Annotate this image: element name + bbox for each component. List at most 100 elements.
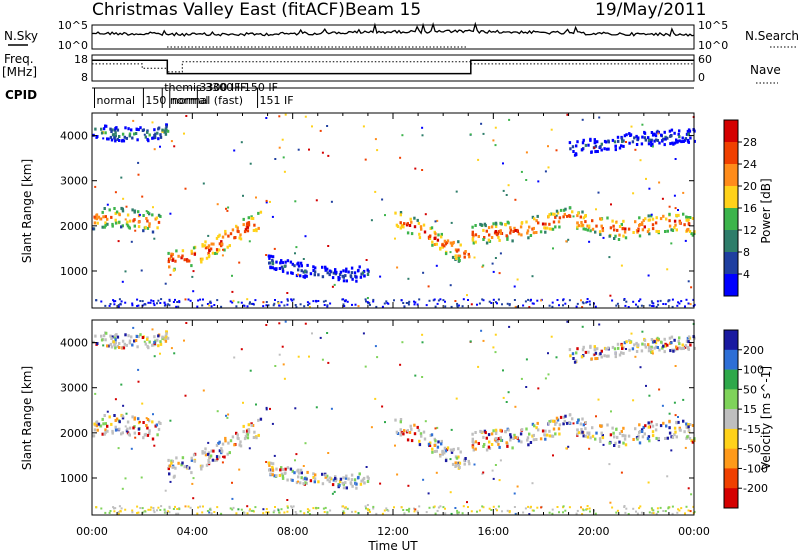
velocity-point <box>95 420 98 424</box>
power-point <box>638 234 642 238</box>
velocity-point <box>663 337 666 341</box>
velocity-point <box>670 435 673 439</box>
power-point <box>137 220 141 224</box>
velocity-point <box>594 512 597 515</box>
power-point <box>522 304 525 307</box>
power-point <box>617 139 620 143</box>
power-point <box>568 299 571 302</box>
power-point <box>677 301 680 304</box>
velocity-point <box>627 513 630 515</box>
velocity-point <box>588 447 591 450</box>
power-point <box>433 243 437 246</box>
velocity-point <box>494 437 497 440</box>
colorbar-swatch <box>724 389 738 410</box>
velocity-point <box>678 346 681 350</box>
velocity-point <box>506 444 509 448</box>
velocity-point <box>283 377 286 380</box>
power-point <box>168 265 171 269</box>
velocity-point <box>250 422 253 426</box>
power-point <box>326 304 329 307</box>
power-point <box>255 196 257 199</box>
power-point <box>474 240 477 244</box>
velocity-point <box>177 512 180 515</box>
velocity-point <box>572 357 575 360</box>
velocity-point <box>575 351 578 355</box>
power-point <box>670 128 674 132</box>
velocity-point <box>455 464 458 467</box>
velocity-point <box>262 512 265 515</box>
velocity-point <box>157 420 161 424</box>
power-point <box>678 139 681 143</box>
power-point <box>321 151 324 154</box>
power-point <box>106 217 109 221</box>
power-point <box>687 216 690 219</box>
velocity-point <box>369 510 371 513</box>
power-point <box>555 209 559 213</box>
velocity-point <box>467 459 470 463</box>
power-point <box>590 150 593 154</box>
power-point <box>642 218 645 222</box>
velocity-point <box>142 421 145 424</box>
power-point <box>133 132 136 136</box>
power-point <box>252 302 255 305</box>
velocity-point <box>104 338 107 342</box>
power-point <box>485 241 489 245</box>
power-point <box>556 211 560 215</box>
velocity-point <box>101 432 104 436</box>
velocity-point <box>114 419 117 422</box>
velocity-point <box>127 432 131 436</box>
velocity-point <box>133 431 136 435</box>
power-point <box>254 299 257 302</box>
velocity-point <box>540 506 543 509</box>
velocity-point <box>434 427 437 430</box>
velocity-point <box>365 466 368 468</box>
velocity-point <box>490 432 494 436</box>
velocity-point <box>109 342 113 346</box>
power-point <box>100 131 104 135</box>
power-point <box>247 221 251 225</box>
velocity-point <box>655 345 658 349</box>
velocity-point <box>128 426 132 430</box>
velocity-point <box>111 431 114 435</box>
velocity-point <box>156 433 159 437</box>
velocity-point <box>181 461 184 465</box>
power-point <box>326 125 329 127</box>
velocity-point <box>328 476 332 480</box>
power-point <box>375 305 378 308</box>
velocity-point <box>648 394 651 397</box>
velocity-point <box>422 430 426 434</box>
velocity-point <box>171 459 174 463</box>
velocity-point <box>665 424 668 428</box>
power-point <box>622 234 625 238</box>
velocity-point <box>95 424 99 428</box>
power-point <box>627 227 631 231</box>
velocity-point <box>418 439 421 443</box>
power-point <box>648 138 651 142</box>
power-point <box>600 142 603 146</box>
power-point <box>513 226 516 230</box>
velocity-point <box>673 401 676 404</box>
power-point <box>240 301 243 304</box>
power-point <box>286 298 289 301</box>
power-point <box>106 137 109 141</box>
velocity-point <box>364 505 367 508</box>
velocity-point <box>513 433 516 437</box>
velocity-point <box>548 511 551 514</box>
velocity-point <box>526 438 529 442</box>
power-point <box>118 220 121 224</box>
power-point <box>497 230 500 234</box>
power-point <box>323 304 326 306</box>
power-point <box>450 305 453 308</box>
power-point <box>675 228 678 232</box>
power-point <box>339 270 343 274</box>
power-point <box>684 239 687 242</box>
power-point <box>418 298 421 301</box>
velocity-point <box>637 343 640 347</box>
power-point <box>494 230 497 233</box>
power-point <box>118 135 121 138</box>
power-point <box>328 273 331 277</box>
power-point <box>142 229 145 233</box>
power-point <box>284 260 287 264</box>
power-point <box>299 261 303 265</box>
power-point <box>677 132 680 136</box>
